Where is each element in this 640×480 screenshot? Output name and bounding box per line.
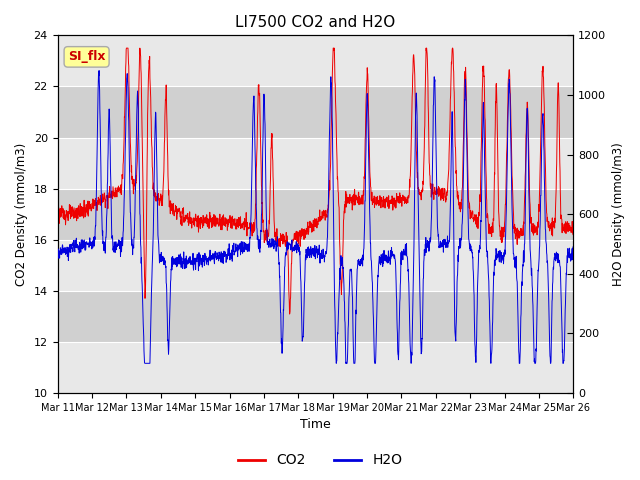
Legend: CO2, H2O: CO2, H2O	[232, 448, 408, 473]
Y-axis label: H2O Density (mmol/m3): H2O Density (mmol/m3)	[612, 143, 625, 286]
Text: SI_flx: SI_flx	[68, 50, 106, 63]
Bar	[58, 36, 573, 86]
Bar	[58, 240, 573, 291]
Bar	[58, 189, 573, 240]
X-axis label: Time: Time	[300, 419, 331, 432]
Bar	[58, 86, 573, 138]
Bar	[58, 291, 573, 342]
Title: LI7500 CO2 and H2O: LI7500 CO2 and H2O	[236, 15, 396, 30]
Y-axis label: CO2 Density (mmol/m3): CO2 Density (mmol/m3)	[15, 143, 28, 286]
Bar	[58, 138, 573, 189]
Bar	[58, 342, 573, 393]
